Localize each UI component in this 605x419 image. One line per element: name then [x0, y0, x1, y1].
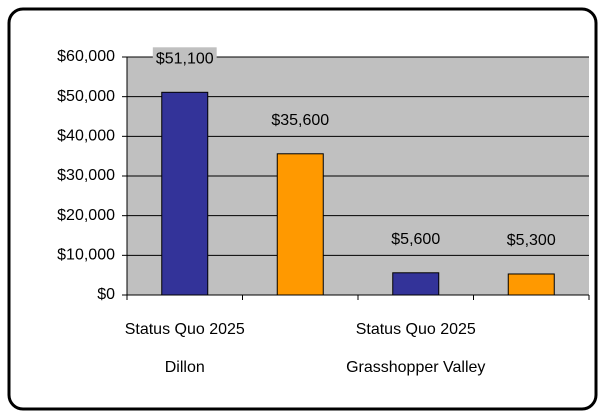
y-tick-label: $20,000: [57, 207, 115, 224]
x-tick-label: Status Quo 2025: [356, 321, 476, 338]
y-tick-label: $10,000: [57, 247, 115, 264]
y-tick-label: $60,000: [57, 48, 115, 65]
y-tick-label: $50,000: [57, 88, 115, 105]
value-label: $51,100: [156, 51, 214, 68]
value-label-bg: [388, 227, 444, 252]
value-label-bg: [268, 108, 333, 133]
y-tick-label: $40,000: [57, 128, 115, 145]
x-tick-label: Status Quo 2025: [125, 321, 245, 338]
value-label-bg: [503, 228, 559, 253]
y-tick-label: $30,000: [57, 167, 115, 184]
y-tick-label: $0: [97, 286, 115, 303]
x-tick-label: Grasshopper Valley: [346, 359, 485, 376]
value-label: $5,300: [507, 232, 556, 249]
bar: [276, 153, 324, 296]
value-label: $35,600: [271, 112, 329, 129]
x-tick-label: Dillon: [165, 359, 205, 376]
bar: [392, 272, 440, 296]
value-label-bg: [152, 47, 217, 72]
value-label: $5,600: [391, 231, 440, 248]
bar: [161, 91, 209, 296]
bar: [507, 273, 555, 296]
